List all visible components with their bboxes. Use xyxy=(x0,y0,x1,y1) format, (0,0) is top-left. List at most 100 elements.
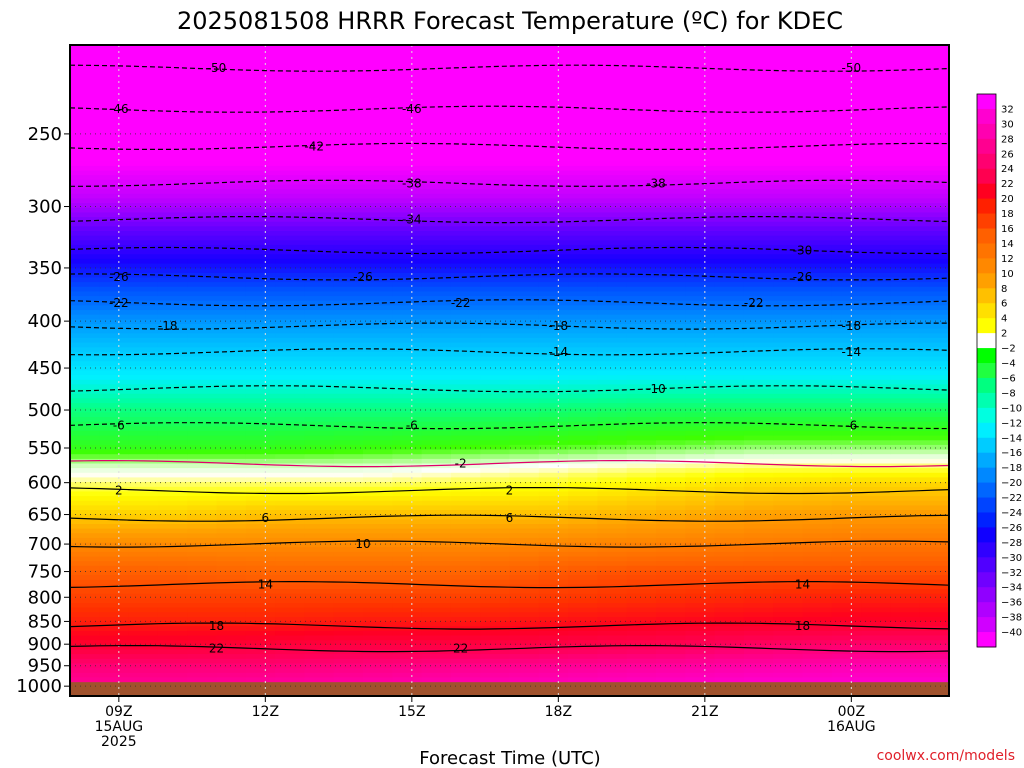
heat-cell xyxy=(157,500,188,506)
heat-cell xyxy=(275,589,305,595)
contour-line xyxy=(70,322,949,330)
heat-cell xyxy=(70,435,100,441)
heat-cell xyxy=(363,124,393,130)
heat-cell xyxy=(861,217,891,223)
heat-cell xyxy=(450,677,481,683)
heat-cell xyxy=(275,379,305,385)
heat-cell xyxy=(392,430,423,437)
heat-cell xyxy=(128,537,159,544)
heat-cell xyxy=(275,63,305,69)
heat-cell xyxy=(802,603,833,609)
heat-cell xyxy=(597,505,628,511)
heat-cell xyxy=(450,635,481,641)
heat-cell xyxy=(538,263,569,269)
heat-cell xyxy=(70,254,100,260)
heat-cell xyxy=(392,138,423,144)
heat-cell xyxy=(656,59,686,65)
heat-cell xyxy=(363,551,393,558)
heat-cell xyxy=(714,617,745,623)
heat-cell xyxy=(919,207,949,214)
heat-cell xyxy=(450,212,481,218)
heat-cell xyxy=(685,584,716,590)
heat-cell xyxy=(99,179,130,186)
heat-cell xyxy=(421,156,452,162)
heat-cell xyxy=(157,328,188,334)
heat-cell xyxy=(333,593,364,599)
heat-cell xyxy=(685,449,716,455)
heat-cell xyxy=(187,221,218,227)
heat-cell xyxy=(363,426,393,432)
credit-link[interactable]: coolwx.com/models xyxy=(877,748,1015,764)
heat-cell xyxy=(626,193,657,199)
heat-cell xyxy=(714,240,745,246)
heat-cell xyxy=(568,91,598,97)
heat-cell xyxy=(450,147,481,153)
heat-cell xyxy=(861,351,891,358)
heat-cell xyxy=(421,365,452,372)
heat-cell xyxy=(392,189,423,195)
heat-cell xyxy=(333,82,364,88)
heat-cell xyxy=(275,268,305,274)
heat-cell xyxy=(99,630,130,637)
heat-cell xyxy=(421,519,452,525)
heat-cell xyxy=(509,231,540,237)
heat-cell xyxy=(685,626,716,632)
heat-cell xyxy=(743,91,774,97)
heat-cell xyxy=(480,468,511,474)
heat-cell xyxy=(70,486,100,492)
heat-cell xyxy=(245,375,276,381)
heat-cell xyxy=(831,114,862,121)
heat-cell xyxy=(773,565,804,572)
heat-cell xyxy=(157,617,188,623)
heat-cell xyxy=(216,268,247,274)
heat-cell xyxy=(450,486,481,492)
colorbar-frame xyxy=(976,93,997,648)
heat-cell xyxy=(831,524,862,530)
heat-cell xyxy=(333,203,364,209)
contour-label: -2 xyxy=(455,457,467,471)
heat-cell xyxy=(509,277,540,283)
heat-cell xyxy=(743,207,774,214)
heat-cell xyxy=(861,119,891,125)
heat-cell xyxy=(568,547,598,553)
heat-cell xyxy=(597,472,628,478)
heat-cell xyxy=(919,63,949,69)
heat-cell xyxy=(216,328,247,334)
heat-cell xyxy=(392,147,423,153)
heat-cell xyxy=(626,468,657,474)
heat-cell xyxy=(363,184,393,190)
heat-cell xyxy=(919,221,949,227)
heat-cell xyxy=(216,244,247,251)
heat-cell xyxy=(99,68,130,74)
heat-cell xyxy=(509,491,540,497)
heat-cell xyxy=(773,221,804,227)
heat-cell xyxy=(597,384,628,390)
heat-cell xyxy=(773,598,804,604)
heat-cell xyxy=(157,547,188,553)
heat-cell xyxy=(480,379,511,385)
heat-cell xyxy=(187,128,218,134)
heat-cell xyxy=(363,635,393,641)
heat-cell xyxy=(187,258,218,265)
heat-cell xyxy=(304,626,335,632)
colorbar-swatch xyxy=(977,467,996,484)
heat-cell xyxy=(275,658,305,665)
heat-cell xyxy=(187,482,218,488)
heat-cell xyxy=(509,444,540,451)
heat-cell xyxy=(157,179,188,186)
heat-cell xyxy=(392,663,423,669)
heat-cell xyxy=(743,221,774,227)
heat-cell xyxy=(509,575,540,581)
heat-cell xyxy=(538,561,569,567)
heat-cell xyxy=(509,77,540,83)
heat-cell xyxy=(275,170,305,176)
heat-cell xyxy=(831,612,862,618)
heat-cell xyxy=(216,324,247,330)
heat-cell xyxy=(919,598,949,604)
heat-cell xyxy=(509,151,540,158)
heat-cell xyxy=(831,589,862,595)
heat-cell xyxy=(70,54,100,60)
heat-cell xyxy=(626,240,657,246)
heat-cell xyxy=(714,291,745,297)
heat-cell xyxy=(70,189,100,195)
